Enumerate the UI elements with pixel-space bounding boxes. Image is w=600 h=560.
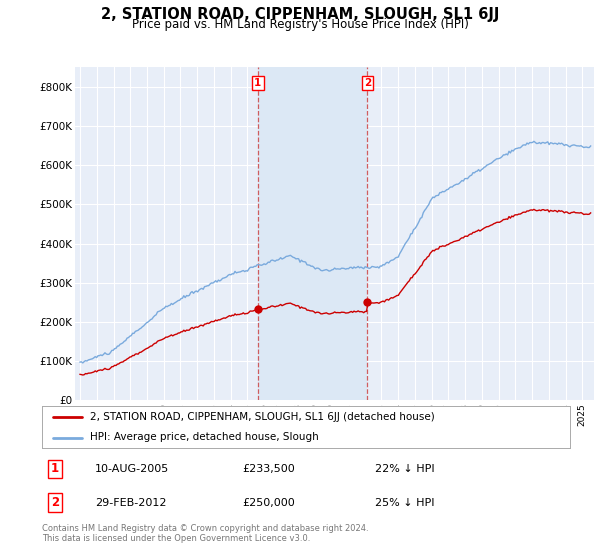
Text: £233,500: £233,500 (242, 464, 295, 474)
Text: 22% ↓ HPI: 22% ↓ HPI (374, 464, 434, 474)
Text: 10-AUG-2005: 10-AUG-2005 (95, 464, 169, 474)
Text: Contains HM Land Registry data © Crown copyright and database right 2024.
This d: Contains HM Land Registry data © Crown c… (42, 524, 368, 543)
Text: 1: 1 (51, 463, 59, 475)
Text: 2: 2 (51, 496, 59, 509)
Text: 2: 2 (364, 78, 371, 88)
Text: 1: 1 (254, 78, 262, 88)
Text: 29-FEB-2012: 29-FEB-2012 (95, 498, 166, 507)
Text: £250,000: £250,000 (242, 498, 295, 507)
Text: HPI: Average price, detached house, Slough: HPI: Average price, detached house, Slou… (89, 432, 318, 442)
Text: Price paid vs. HM Land Registry's House Price Index (HPI): Price paid vs. HM Land Registry's House … (131, 18, 469, 31)
Text: 25% ↓ HPI: 25% ↓ HPI (374, 498, 434, 507)
Text: 2, STATION ROAD, CIPPENHAM, SLOUGH, SL1 6JJ: 2, STATION ROAD, CIPPENHAM, SLOUGH, SL1 … (101, 7, 499, 22)
Text: 2, STATION ROAD, CIPPENHAM, SLOUGH, SL1 6JJ (detached house): 2, STATION ROAD, CIPPENHAM, SLOUGH, SL1 … (89, 412, 434, 422)
Bar (258, 67, 367, 400)
